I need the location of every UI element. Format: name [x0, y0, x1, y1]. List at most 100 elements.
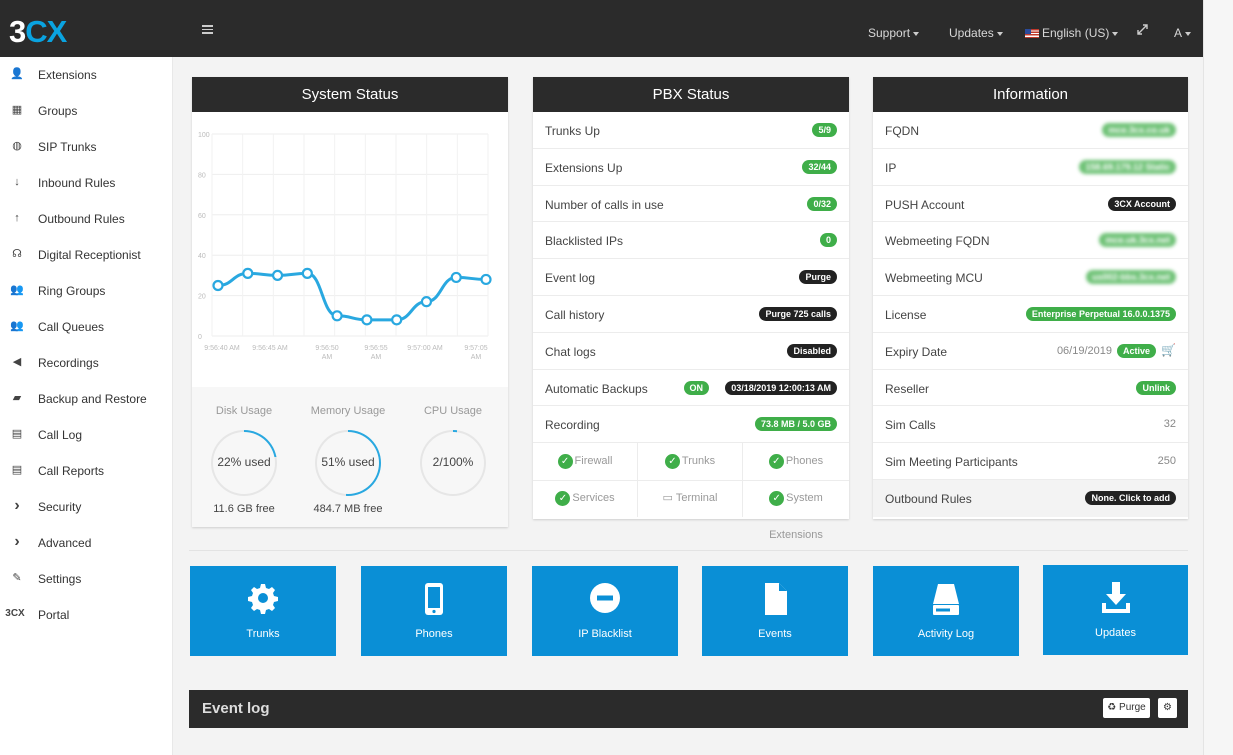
info-value: mce.3cx.co.uk [1102, 123, 1176, 137]
support-menu[interactable]: Support [868, 26, 920, 40]
sidebar-item-security[interactable]: › Security [0, 492, 173, 520]
pbx-row: Trunks Up 5/9 [533, 112, 849, 149]
sidebar-item-label: Call Queues [38, 320, 105, 334]
data-point[interactable] [212, 279, 224, 292]
tile-events[interactable]: Events [702, 566, 848, 656]
tile-label: Trunks [246, 628, 280, 640]
info-value: us002-bbs.3cx.net [1085, 270, 1176, 285]
gauge-title: Disk Usage [215, 405, 273, 417]
wrench-icon: ✎ [12, 572, 22, 584]
row-label: Automatic Backups [545, 381, 648, 396]
hamburger-icon[interactable] [202, 25, 213, 34]
sidebar-item-label: Groups [38, 104, 78, 118]
sidebar-item-settings[interactable]: ✎ Settings [0, 564, 173, 592]
data-point[interactable] [450, 271, 462, 284]
info-row: PUSH Account 3CX Account [873, 186, 1188, 223]
sidebar-item-extensions[interactable]: 👤 Extensions [0, 60, 173, 88]
sidebar-item-digital-receptionist[interactable]: ☊ Digital Receptionist [0, 240, 173, 268]
info-value[interactable]: Unlink [1136, 380, 1176, 395]
info-value: Active [1116, 343, 1156, 358]
pbx-status-panel: PBX Status Trunks Up 5/9 Extensions Up 32/4… [533, 77, 849, 541]
updates-menu[interactable]: Updates [949, 26, 1003, 40]
sidebar-item-ring-groups[interactable]: 👥 Ring Groups [0, 276, 173, 304]
pbx-row: Number of calls in use 0/32 [533, 186, 849, 223]
sidebar-item-label: Advanced [38, 536, 92, 550]
top-bar: 3CX Support Updates English (US) A [0, 0, 1203, 57]
data-point[interactable] [391, 314, 403, 326]
sidebar-item-backup-and-restore[interactable]: ▰ Backup and Restore [0, 384, 173, 412]
tile-ip-blacklist[interactable]: IP Blacklist [532, 566, 678, 656]
check-icon: ✓ [769, 490, 785, 506]
info-row: Expiry Date Active 06/19/2019 🛒 [873, 333, 1188, 370]
scroll-gutter[interactable] [1203, 0, 1233, 755]
service-status: ▭ Terminal [638, 480, 743, 517]
sidebar-item-call-reports[interactable]: ▤ Call Reports [0, 456, 173, 484]
purge-button[interactable]: ♻ Purge [1103, 698, 1150, 718]
x-tick-label: 9:57:00 AM [407, 345, 443, 352]
x-tick-label: 9:56:45 AM [252, 345, 288, 352]
info-value[interactable]: None. Click to add [1085, 490, 1176, 505]
tile-phones[interactable]: Phones [361, 566, 507, 656]
panel-title: PBX Status [533, 77, 849, 112]
row-label: Extensions Up [545, 160, 623, 175]
sidebar-item-inbound-rules[interactable]: ↓ Inbound Rules [0, 168, 173, 196]
status-badge: 32/44 [802, 159, 837, 174]
gauge-inner [422, 432, 484, 494]
status-badge[interactable]: Purge 725 calls [759, 306, 837, 321]
sidebar-item-portal[interactable]: 3CX Portal [0, 600, 173, 628]
language-menu[interactable]: English (US) [1025, 26, 1119, 40]
y-tick-label: 0 [198, 334, 202, 341]
tile-trunks[interactable]: Trunks [190, 566, 336, 656]
tile-label: Updates [1095, 627, 1136, 639]
sidebar-item-call-queues[interactable]: 👥 Call Queues [0, 312, 173, 340]
logo[interactable]: 3CX [9, 14, 67, 49]
data-point[interactable] [420, 296, 433, 308]
headset-icon: ☊ [12, 248, 22, 260]
chevron-right-icon: › [14, 497, 20, 514]
toggle-badge[interactable]: ON [683, 380, 709, 395]
sidebar-item-advanced[interactable]: › Advanced [0, 528, 173, 556]
row-label: Expiry Date [885, 344, 948, 359]
3cx-icon: 3CX [5, 608, 25, 619]
user-menu[interactable]: A [1174, 26, 1192, 40]
gear-icon[interactable]: ⚙ [1158, 698, 1177, 718]
tile-updates[interactable]: Updates [1043, 565, 1188, 655]
pbx-row: Recording 73.8 MB / 5.0 GB [533, 406, 849, 444]
sidebar-item-outbound-rules[interactable]: ↑ Outbound Rules [0, 204, 173, 232]
data-point[interactable] [480, 273, 492, 286]
usage-gauge: 51% used [315, 430, 381, 496]
sidebar-item-sip-trunks[interactable]: ◍ SIP Trunks [0, 132, 173, 160]
row-label: Event log [545, 271, 596, 286]
expand-icon[interactable] [1137, 24, 1148, 38]
tile-label: IP Blacklist [578, 628, 632, 640]
caret-down-icon [913, 31, 920, 36]
data-point[interactable] [242, 267, 254, 279]
service-status: ✓ Phones [743, 443, 849, 480]
gauge-inner [317, 432, 379, 494]
sidebar-item-call-log[interactable]: ▤ Call Log [0, 420, 173, 448]
row-label: Sim Calls [885, 418, 936, 433]
row-label: IP [885, 160, 897, 175]
data-point[interactable] [301, 267, 313, 279]
gauge-title: Memory Usage [310, 405, 386, 417]
data-point[interactable] [331, 310, 343, 322]
sidebar-item-groups[interactable]: ▦ Groups [0, 96, 173, 124]
y-tick-label: 100 [198, 132, 210, 139]
sidebar-item-recordings[interactable]: ◀ Recordings [0, 348, 173, 376]
arrow-up-icon: ↑ [14, 212, 20, 224]
x-tick-label: 9:57:05 AM [464, 345, 487, 361]
tile-activity-log[interactable]: Activity Log [873, 566, 1019, 656]
sidebar-item-label: Call Log [38, 428, 83, 442]
speaker-icon: ◀ [12, 356, 22, 368]
status-badge[interactable]: Purge [799, 270, 837, 285]
cart-icon[interactable]: 🛒 [1161, 342, 1176, 357]
status-badge: 5/9 [812, 123, 837, 137]
information-panel: Information FQDN mce.3cx.co.uk IP 158.69.17… [873, 77, 1188, 519]
data-point[interactable] [271, 269, 284, 281]
info-row: Outbound Rules None. Click to add [873, 479, 1188, 517]
info-row: Reseller Unlink [873, 370, 1188, 407]
data-point[interactable] [361, 314, 373, 326]
row-label: Sim Meeting Participants [885, 455, 1018, 470]
sidebar-item-label: Settings [38, 572, 82, 586]
